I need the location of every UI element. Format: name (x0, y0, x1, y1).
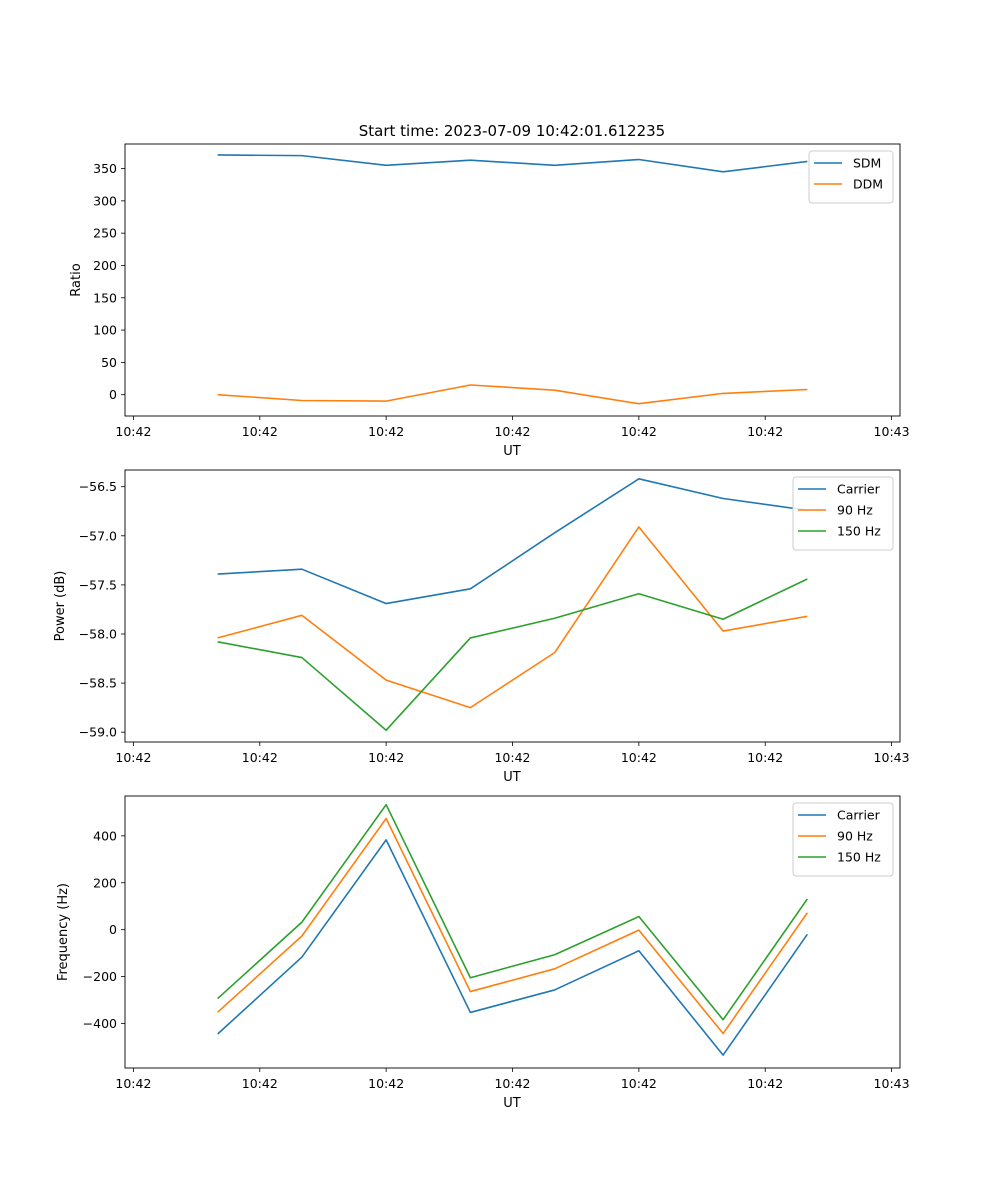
y-tick-label: −56.5 (79, 479, 117, 494)
chart-panel-3: 10:42 10:42 10:42 10:42 10:42 10:42 10:43 −400 −… (56, 795, 910, 1111)
x-tick-label: 10:42 (747, 750, 783, 765)
y-tick-label: −59.0 (79, 725, 117, 740)
y-tick-label: 400 (93, 828, 117, 843)
y-tick-label: −58.5 (79, 676, 117, 691)
legend-label: DDM (853, 177, 883, 192)
y-tick-label: −400 (83, 1016, 117, 1031)
x-tick-label: 10:42 (115, 424, 151, 439)
y-tick-label: 150 (93, 290, 117, 305)
y-tick-label: −200 (83, 969, 117, 984)
legend-label: 90 Hz (837, 829, 873, 844)
axes-frame (124, 469, 901, 743)
y-tick-label: −57.5 (79, 577, 117, 592)
x-axis-label: UT (503, 1096, 521, 1111)
y-axis-label: Frequency (Hz) (56, 883, 71, 981)
y-tick-label: 50 (101, 355, 117, 370)
x-tick-label: 10:42 (368, 424, 404, 439)
series-line-carrier (217, 839, 808, 1056)
x-tick-label: 10:42 (621, 1076, 657, 1091)
x-tick-label: 10:42 (747, 424, 783, 439)
series-line-carrier (217, 478, 808, 605)
legend-box (808, 150, 894, 204)
y-tick-label: 300 (93, 193, 117, 208)
legend: SDM DDM (808, 150, 894, 204)
y-tick-label: 0 (109, 387, 117, 402)
x-tick-label: 10:43 (874, 750, 910, 765)
x-tick-label: 10:42 (494, 750, 530, 765)
y-tick-label: −57.0 (79, 528, 117, 543)
y-tick-label: 200 (93, 875, 117, 890)
y-tick-label: 0 (109, 922, 117, 937)
y-tick-label: 100 (93, 323, 117, 338)
legend-label: 150 Hz (837, 850, 881, 865)
legend-label: Carrier (837, 808, 881, 823)
series-line-90-hz (217, 526, 808, 709)
axes-frame (124, 143, 901, 417)
x-tick-label: 10:42 (368, 750, 404, 765)
x-tick-label: 10:42 (115, 1076, 151, 1091)
plots: 10:42 10:42 10:42 10:42 10:42 10:42 10:43 0 50 10… (53, 143, 910, 1111)
y-tick-label: −58.0 (79, 626, 117, 641)
legend-label: 150 Hz (837, 524, 881, 539)
chart-panel-2: 10:42 10:42 10:42 10:42 10:42 10:42 10:43 −59.0… (53, 469, 910, 785)
x-tick-label: 10:42 (621, 750, 657, 765)
legend-label: 90 Hz (837, 503, 873, 518)
x-tick-label: 10:42 (368, 1076, 404, 1091)
series-line-sdm (217, 154, 808, 173)
y-axis-label: Power (dB) (53, 571, 68, 642)
x-tick-label: 10:43 (874, 1076, 910, 1091)
chart-panel-1: 10:42 10:42 10:42 10:42 10:42 10:42 10:43 0 50 10… (69, 143, 910, 459)
x-tick-label: 10:42 (747, 1076, 783, 1091)
x-tick-label: 10:43 (874, 424, 910, 439)
x-tick-label: 10:42 (242, 424, 278, 439)
legend: Carrier 90 Hz 150 Hz (792, 476, 894, 551)
series-line-150-hz (217, 803, 808, 1021)
x-tick-label: 10:42 (242, 750, 278, 765)
x-tick-label: 10:42 (494, 424, 530, 439)
legend: Carrier 90 Hz 150 Hz (792, 802, 894, 877)
legend-label: SDM (853, 156, 881, 171)
y-tick-label: 200 (93, 258, 117, 273)
legend-label: Carrier (837, 482, 881, 497)
series-line-90-hz (217, 817, 808, 1035)
y-tick-label: 350 (93, 161, 117, 176)
y-axis-label: Ratio (69, 263, 84, 296)
axes-frame (124, 795, 901, 1069)
x-tick-label: 10:42 (494, 1076, 530, 1091)
series-line-ddm (217, 384, 808, 405)
y-tick-label: 250 (93, 226, 117, 241)
x-tick-label: 10:42 (242, 1076, 278, 1091)
x-tick-label: 10:42 (621, 424, 657, 439)
x-axis-label: UT (503, 770, 521, 785)
figure-title: Start time: 2023-07-09 10:42:01.612235 (359, 122, 665, 140)
x-tick-label: 10:42 (115, 750, 151, 765)
series-line-150-hz (217, 578, 808, 732)
x-axis-label: UT (503, 444, 521, 459)
